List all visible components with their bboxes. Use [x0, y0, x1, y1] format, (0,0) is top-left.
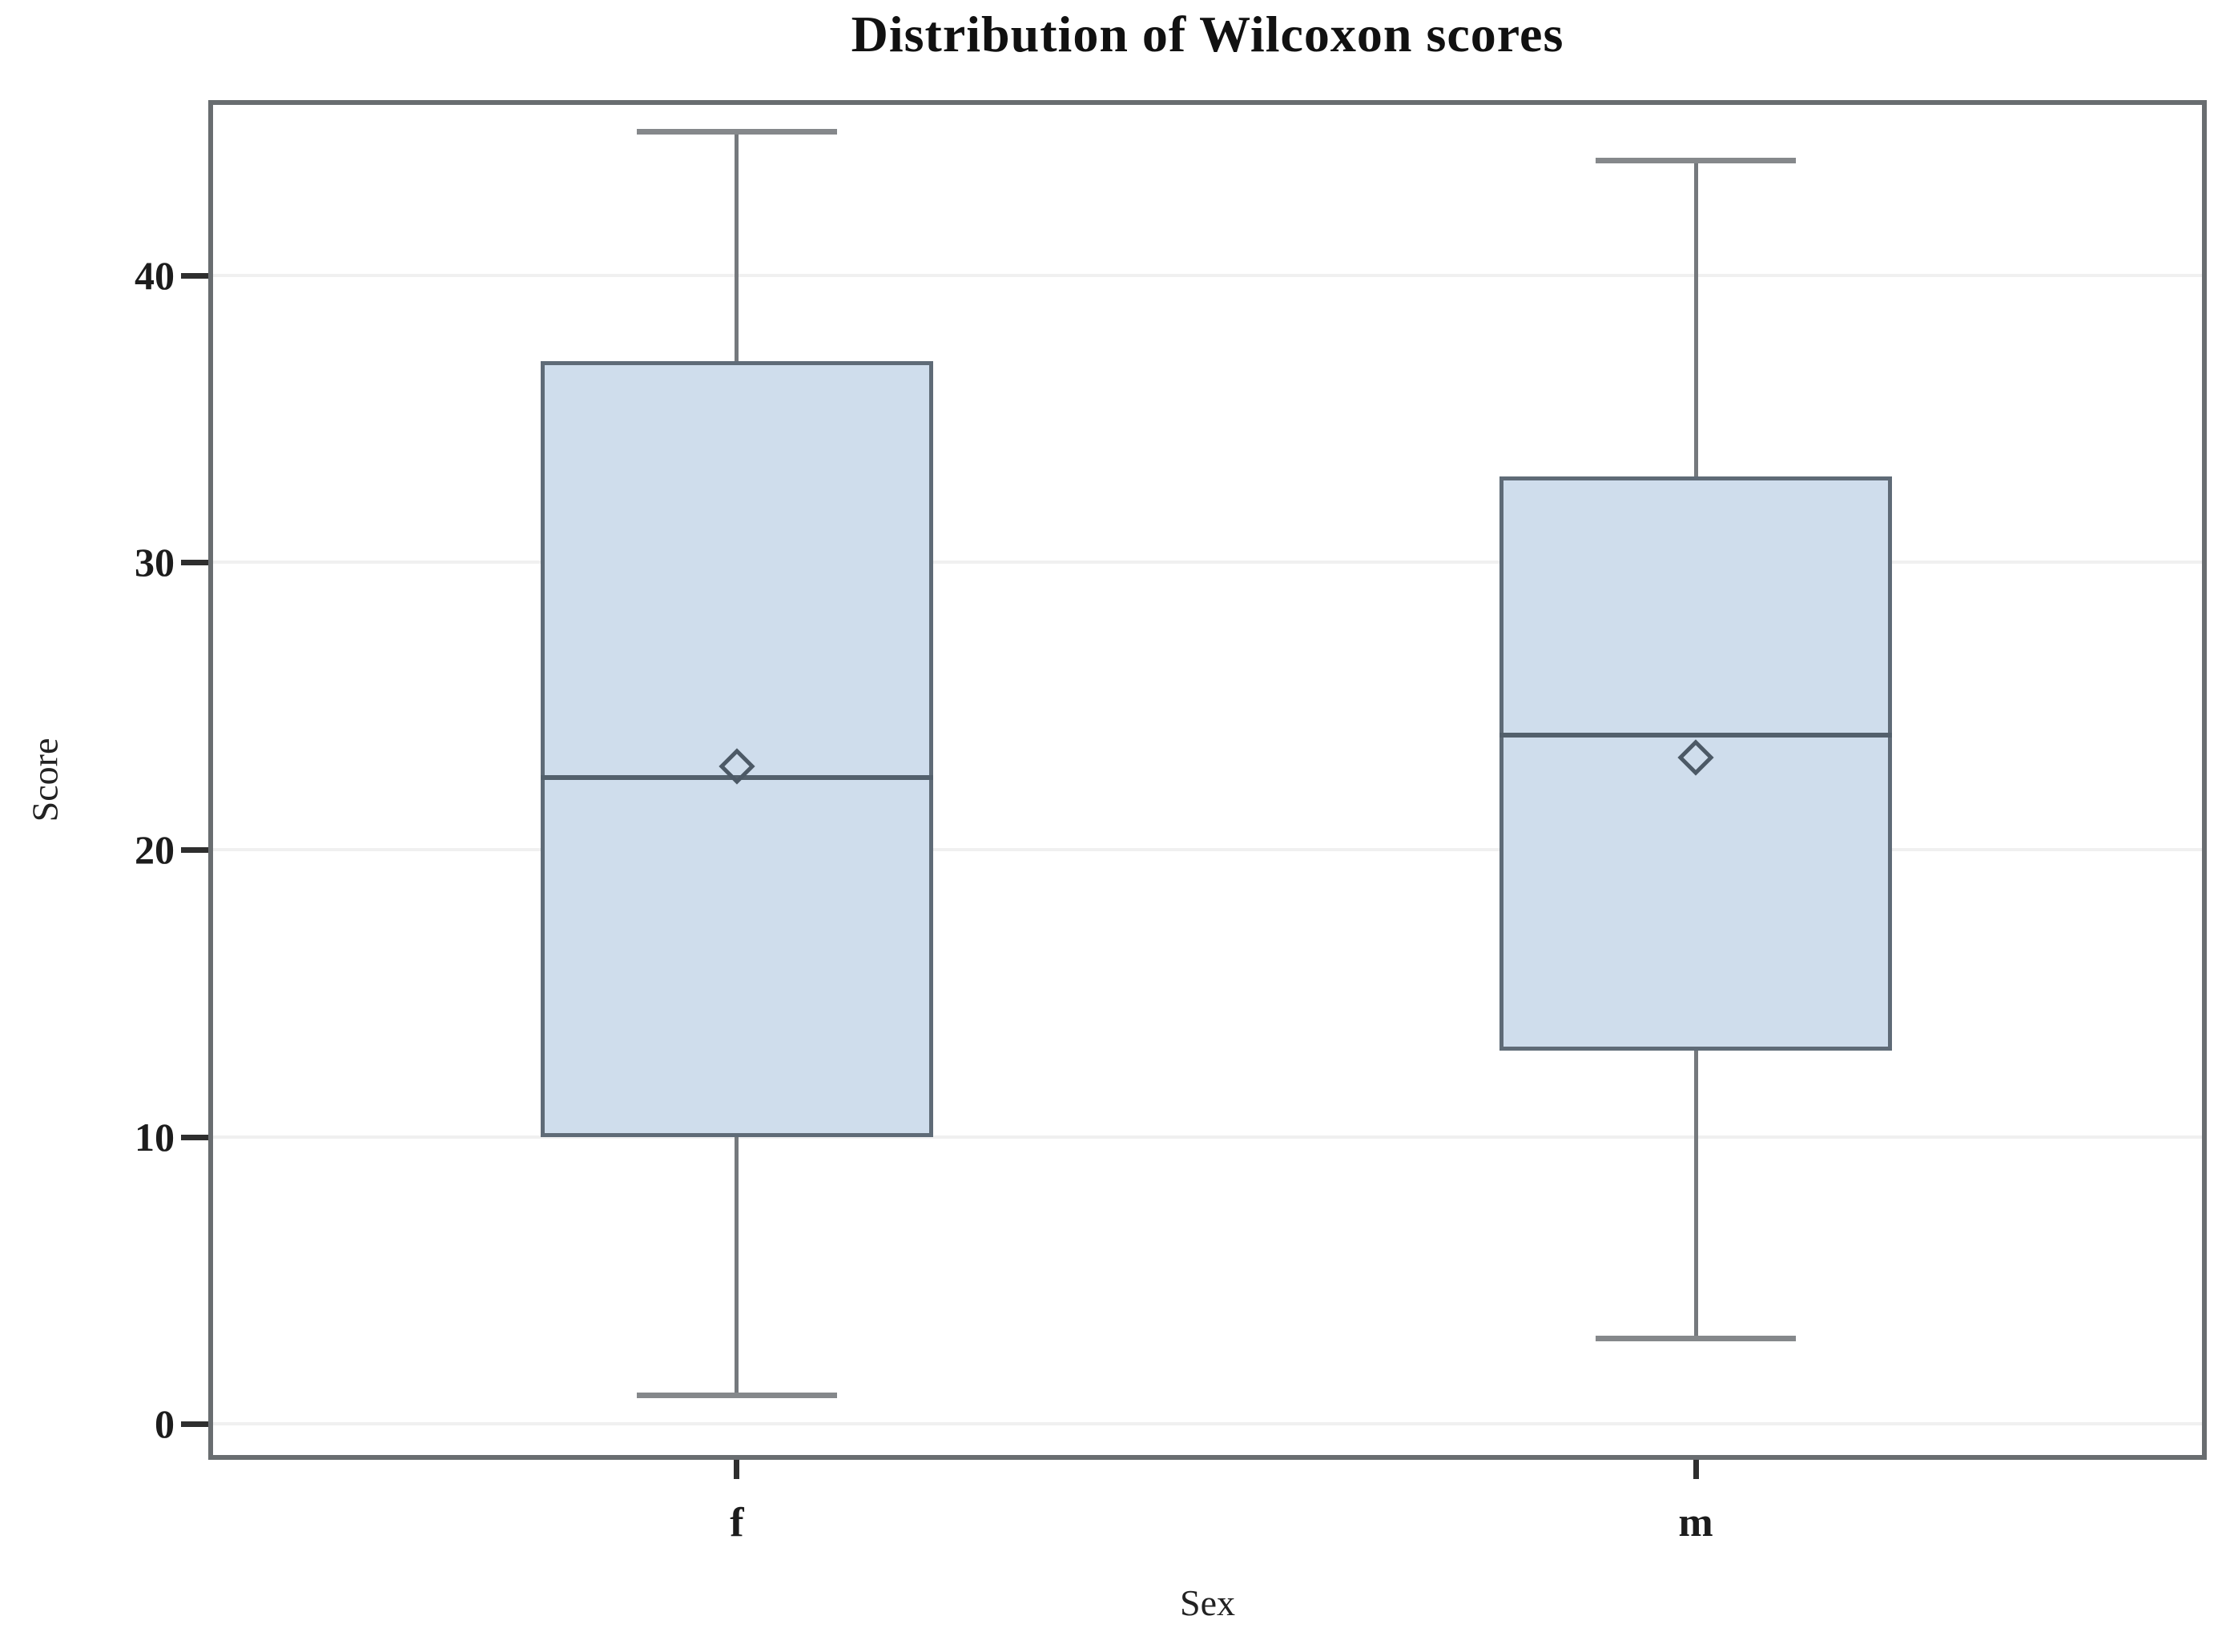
y-tick-label-30: 30 — [135, 540, 175, 585]
whisker-upper-f — [735, 131, 739, 362]
y-tick-label-10: 10 — [135, 1114, 175, 1160]
gridline-y30 — [213, 561, 2202, 565]
x-axis-label: Sex — [1180, 1582, 1235, 1623]
whisker-upper-m — [1693, 160, 1698, 476]
y-tick-label-20: 20 — [135, 826, 175, 872]
gridline-y10 — [213, 1135, 2202, 1139]
y-tick-30 — [181, 560, 208, 566]
whisker-lower-m — [1693, 1050, 1698, 1338]
box-m — [1499, 476, 1893, 1051]
chart-title: Distribution of Wilcoxon scores — [851, 6, 1564, 62]
whisker-cap-bottom-m — [1596, 1335, 1796, 1341]
y-tick-10 — [181, 1134, 208, 1140]
plot-frame — [208, 100, 2207, 1460]
x-tick-label-f: f — [730, 1500, 744, 1545]
box-f — [540, 361, 933, 1137]
y-tick-label-40: 40 — [135, 252, 175, 298]
gridline-y20 — [213, 847, 2202, 851]
y-tick-40 — [181, 272, 208, 279]
gridline-y0 — [213, 1422, 2202, 1426]
whisker-lower-f — [735, 1136, 739, 1396]
whisker-cap-top-f — [636, 129, 837, 135]
gridline-y40 — [213, 273, 2202, 277]
whisker-cap-bottom-f — [636, 1393, 837, 1399]
y-tick-0 — [181, 1421, 208, 1428]
x-tick-f — [734, 1460, 740, 1479]
median-line-f — [540, 775, 933, 781]
y-tick-label-0: 0 — [155, 1401, 175, 1447]
x-tick-label-m: m — [1678, 1500, 1713, 1545]
x-tick-m — [1693, 1460, 1699, 1479]
whisker-cap-top-m — [1596, 158, 1796, 164]
median-line-m — [1499, 732, 1893, 738]
y-tick-20 — [181, 846, 208, 853]
